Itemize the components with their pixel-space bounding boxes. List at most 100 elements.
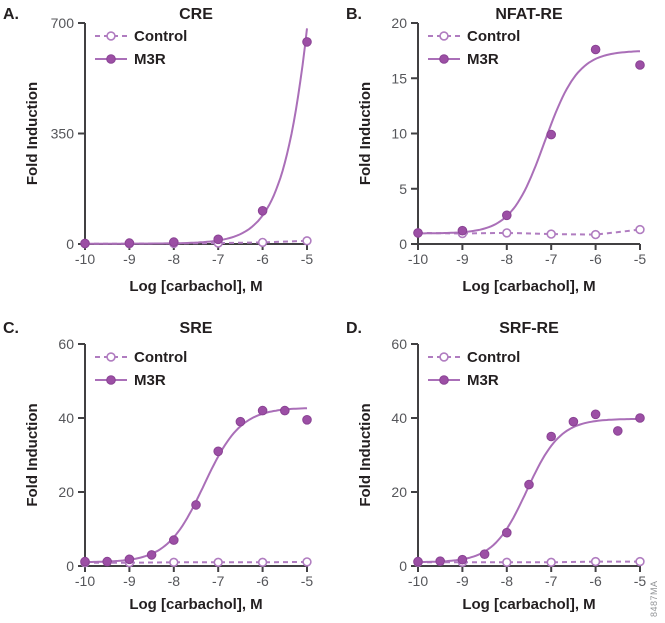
y-tick-label: 700 bbox=[51, 15, 75, 31]
x-tick-label: -6 bbox=[256, 251, 269, 267]
m3r-data-point bbox=[457, 554, 468, 565]
m3r-data-point bbox=[479, 549, 490, 559]
legend-control-marker-icon bbox=[106, 352, 116, 362]
m3r-data-point bbox=[590, 44, 601, 55]
legend-m3r-marker-icon bbox=[106, 54, 116, 64]
legend-control-label: Control bbox=[467, 349, 520, 366]
panel-letter: B. bbox=[346, 6, 362, 23]
m3r-fit-curve bbox=[418, 417, 640, 564]
panel-b-nfat-re-chart: B. NFAT-RE 0 5 10 15 20 -10 -9 -8 -7 -6 -5 Fold Induc… bbox=[333, 0, 665, 312]
m3r-data-point bbox=[635, 60, 645, 70]
axes bbox=[78, 343, 308, 572]
x-tick-label: -7 bbox=[212, 573, 225, 589]
series-m3r bbox=[80, 405, 312, 567]
control-data-point bbox=[635, 224, 645, 235]
y-tick-label: 0 bbox=[66, 236, 74, 252]
series-m3r bbox=[413, 44, 645, 238]
legend-m3r-marker-icon bbox=[439, 54, 449, 64]
x-tick-label: -6 bbox=[256, 573, 269, 589]
m3r-data-point bbox=[413, 228, 423, 238]
legend-control-marker-icon bbox=[439, 352, 449, 362]
m3r-data-point bbox=[502, 527, 512, 538]
legend-m3r-label: M3R bbox=[134, 51, 166, 68]
x-tick-label: -10 bbox=[408, 573, 428, 589]
legend-m3r-marker-icon bbox=[439, 375, 449, 385]
m3r-data-point bbox=[213, 446, 223, 457]
x-tick-label: -8 bbox=[501, 251, 514, 267]
control-data-point bbox=[257, 237, 268, 248]
m3r-data-point bbox=[124, 554, 135, 565]
control-data-point bbox=[590, 556, 601, 567]
m3r-data-point bbox=[146, 550, 157, 560]
m3r-data-point bbox=[169, 237, 179, 247]
y-axis-label: Fold Induction bbox=[357, 82, 374, 185]
x-tick-label: -9 bbox=[456, 251, 469, 267]
x-tick-label: -6 bbox=[589, 251, 602, 267]
legend-control-label: Control bbox=[467, 28, 520, 45]
x-axis-label: Log [carbachol], M bbox=[129, 596, 262, 613]
m3r-data-point bbox=[80, 556, 90, 567]
m3r-data-point bbox=[235, 416, 246, 427]
y-tick-label: 10 bbox=[391, 126, 407, 142]
y-tick-label: 40 bbox=[391, 410, 407, 426]
panel-letter: A. bbox=[3, 6, 19, 23]
y-axis-label: Fold Induction bbox=[357, 403, 374, 506]
x-tick-label: -9 bbox=[456, 573, 469, 589]
y-tick-label: 0 bbox=[399, 236, 407, 252]
m3r-data-point bbox=[502, 210, 512, 221]
y-tick-label: 5 bbox=[399, 181, 407, 197]
x-tick-label: -5 bbox=[634, 573, 647, 589]
m3r-fit-curve bbox=[84, 407, 308, 564]
m3r-fit-curve bbox=[418, 50, 641, 235]
control-data-point bbox=[590, 229, 601, 240]
m3r-data-point bbox=[257, 206, 268, 216]
m3r-data-point bbox=[302, 37, 312, 47]
x-tick-label: -7 bbox=[545, 251, 558, 267]
y-axis-label: Fold Induction bbox=[24, 82, 41, 185]
y-tick-label: 20 bbox=[391, 484, 407, 500]
control-dashed-line bbox=[85, 560, 308, 564]
x-axis-label: Log [carbachol], M bbox=[462, 278, 595, 295]
m3r-data-point bbox=[280, 405, 290, 416]
y-tick-label: 350 bbox=[51, 126, 75, 142]
m3r-data-point bbox=[257, 405, 268, 416]
m3r-data-point bbox=[590, 409, 601, 420]
y-axis-label: Fold Induction bbox=[24, 403, 41, 506]
x-axis-label: Log [carbachol], M bbox=[462, 596, 595, 613]
x-tick-label: -9 bbox=[123, 251, 136, 267]
control-data-point bbox=[502, 228, 512, 238]
x-tick-label: -10 bbox=[408, 251, 428, 267]
y-tick-label: 60 bbox=[391, 336, 407, 352]
x-axis-label: Log [carbachol], M bbox=[129, 278, 262, 295]
panel-letter: C. bbox=[3, 320, 19, 337]
figure-watermark: 8487MA bbox=[649, 580, 659, 617]
y-tick-label: 15 bbox=[391, 70, 407, 86]
axes bbox=[411, 22, 641, 250]
legend-control-label: Control bbox=[134, 28, 187, 45]
y-tick-label: 0 bbox=[399, 558, 407, 574]
chart-title: CRE bbox=[179, 6, 213, 23]
x-tick-label: -9 bbox=[123, 573, 136, 589]
y-tick-label: 20 bbox=[58, 484, 74, 500]
legend-m3r-marker-icon bbox=[106, 375, 116, 385]
x-tick-label: -5 bbox=[634, 251, 647, 267]
legend: Control M3R bbox=[428, 28, 520, 68]
m3r-data-point bbox=[124, 238, 135, 248]
x-tick-label: -8 bbox=[168, 251, 181, 267]
series-m3r bbox=[413, 409, 645, 567]
y-tick-label: 0 bbox=[66, 558, 74, 574]
m3r-data-point bbox=[435, 556, 445, 566]
m3r-data-point bbox=[568, 416, 579, 427]
sre-svg: C. SRE 0 20 40 60 -10 -9 -8 -7 -6 -5 Fold Induction L… bbox=[3, 320, 313, 613]
control-data-point bbox=[502, 557, 512, 568]
m3r-data-point bbox=[524, 479, 534, 490]
control-data-point bbox=[635, 556, 645, 567]
m3r-data-point bbox=[191, 500, 201, 510]
control-dashed-line bbox=[418, 560, 640, 564]
x-tick-label: -10 bbox=[75, 251, 95, 267]
m3r-data-point bbox=[213, 234, 223, 245]
chart-title: SRE bbox=[180, 320, 213, 337]
legend-control-marker-icon bbox=[106, 31, 116, 41]
x-tick-label: -5 bbox=[301, 251, 314, 267]
cre-svg: A. CRE 0 350 700 -10 -9 -8 -7 -6 -5 Fold Induction L… bbox=[3, 6, 314, 295]
